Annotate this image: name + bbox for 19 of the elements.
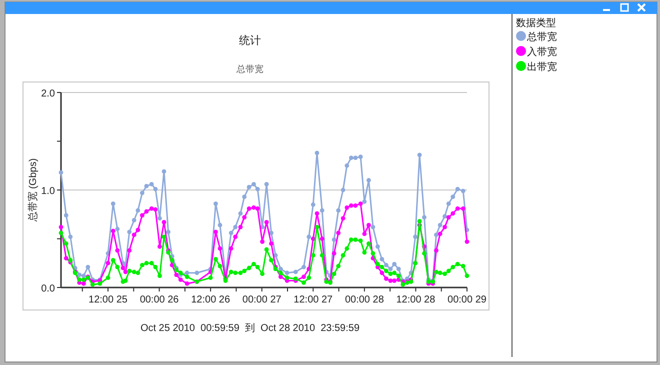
chart-title: 统计 — [239, 34, 261, 47]
x-tick-label: 00:00 28 — [344, 294, 384, 306]
legend-label: 总带宽 — [526, 31, 557, 43]
x-tick-label: 12:00 25 — [88, 294, 128, 306]
y-axis-title: 总带宽 (Gbps) — [27, 158, 39, 223]
x-tick-label: 00:00 29 — [448, 294, 487, 306]
x-tick-label: 12:00 26 — [191, 294, 230, 306]
x-tick-label: 12:00 28 — [396, 294, 436, 306]
x-tick-label: 00:00 27 — [242, 294, 282, 306]
chart-subtitle: 总带宽 — [236, 64, 264, 74]
legend-label: 入带宽 — [527, 46, 557, 58]
y-tick-label: 2.0 — [41, 88, 56, 100]
legend-title: 数据类型 — [516, 17, 556, 29]
y-tick-label: 0.0 — [41, 284, 56, 294]
y-tick-label: 1.0 — [41, 186, 56, 197]
x-tick-label: 00:00 26 — [140, 294, 180, 306]
x-tick-label: 12:00 27 — [294, 294, 334, 306]
x-axis-title: Oct 25 2010 00:59:59 到 Oct 28 2010 23:59:59 — [140, 323, 360, 334]
legend-label: 出带宽 — [527, 61, 557, 73]
